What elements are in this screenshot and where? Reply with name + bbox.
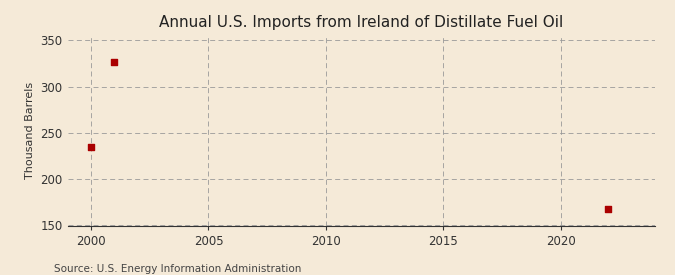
Point (109, 59, 120, 64)
Point (602, 207, 613, 211)
Point (86, 145, 97, 149)
Title: Annual U.S. Imports from Ireland of Distillate Fuel Oil: Annual U.S. Imports from Ireland of Dist… (159, 15, 563, 31)
Text: Source: U.S. Energy Information Administration: Source: U.S. Energy Information Administ… (54, 264, 301, 274)
Y-axis label: Thousand Barrels: Thousand Barrels (25, 82, 35, 179)
